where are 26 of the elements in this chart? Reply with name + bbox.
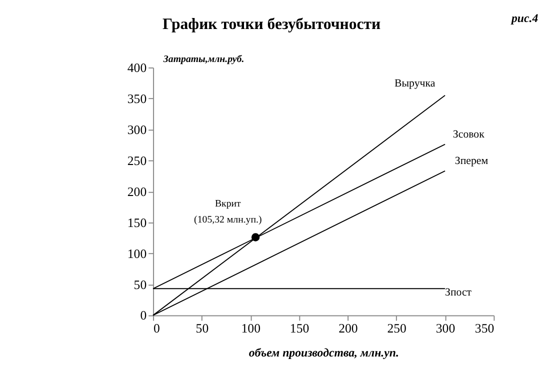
x-tick-label: 100 — [241, 322, 260, 336]
x-tick-label: 150 — [290, 322, 310, 336]
series-label: Зпост — [445, 286, 472, 299]
y-tick-label: 150 — [127, 216, 147, 230]
y-tick-label: 200 — [127, 184, 147, 199]
y-tick-label: 50 — [134, 278, 147, 292]
x-axis-title: объем производства, млн.уп. — [248, 345, 399, 360]
series-label: Зперем — [454, 155, 488, 168]
y-tick-label: 250 — [127, 154, 147, 168]
series-label: Зсовок — [452, 128, 486, 140]
x-tick-label: 250 — [387, 322, 406, 336]
chart-title: График точки безубыточности — [162, 16, 381, 33]
text: рис.4 — [510, 11, 538, 26]
x-tick-label: 0 — [154, 322, 160, 336]
y-tick-label: 0 — [140, 308, 147, 323]
x-tick-label: 200 — [338, 322, 358, 336]
y-tick-label: 100 — [127, 246, 147, 261]
y-tick-label: 400 — [127, 60, 147, 75]
y-tick-label: 350 — [127, 92, 147, 106]
x-tick-label: 50 — [196, 322, 209, 336]
y-tick-label: 300 — [127, 122, 147, 137]
y-axis-title: Затраты,млн.руб. — [162, 54, 244, 66]
x-tick-label: 300 — [436, 322, 456, 336]
x-tick-label: 350 — [474, 322, 494, 336]
series-label: Выручка — [394, 77, 436, 90]
annotation: Вкрит (105,32 млн.уп.) — [194, 198, 262, 226]
